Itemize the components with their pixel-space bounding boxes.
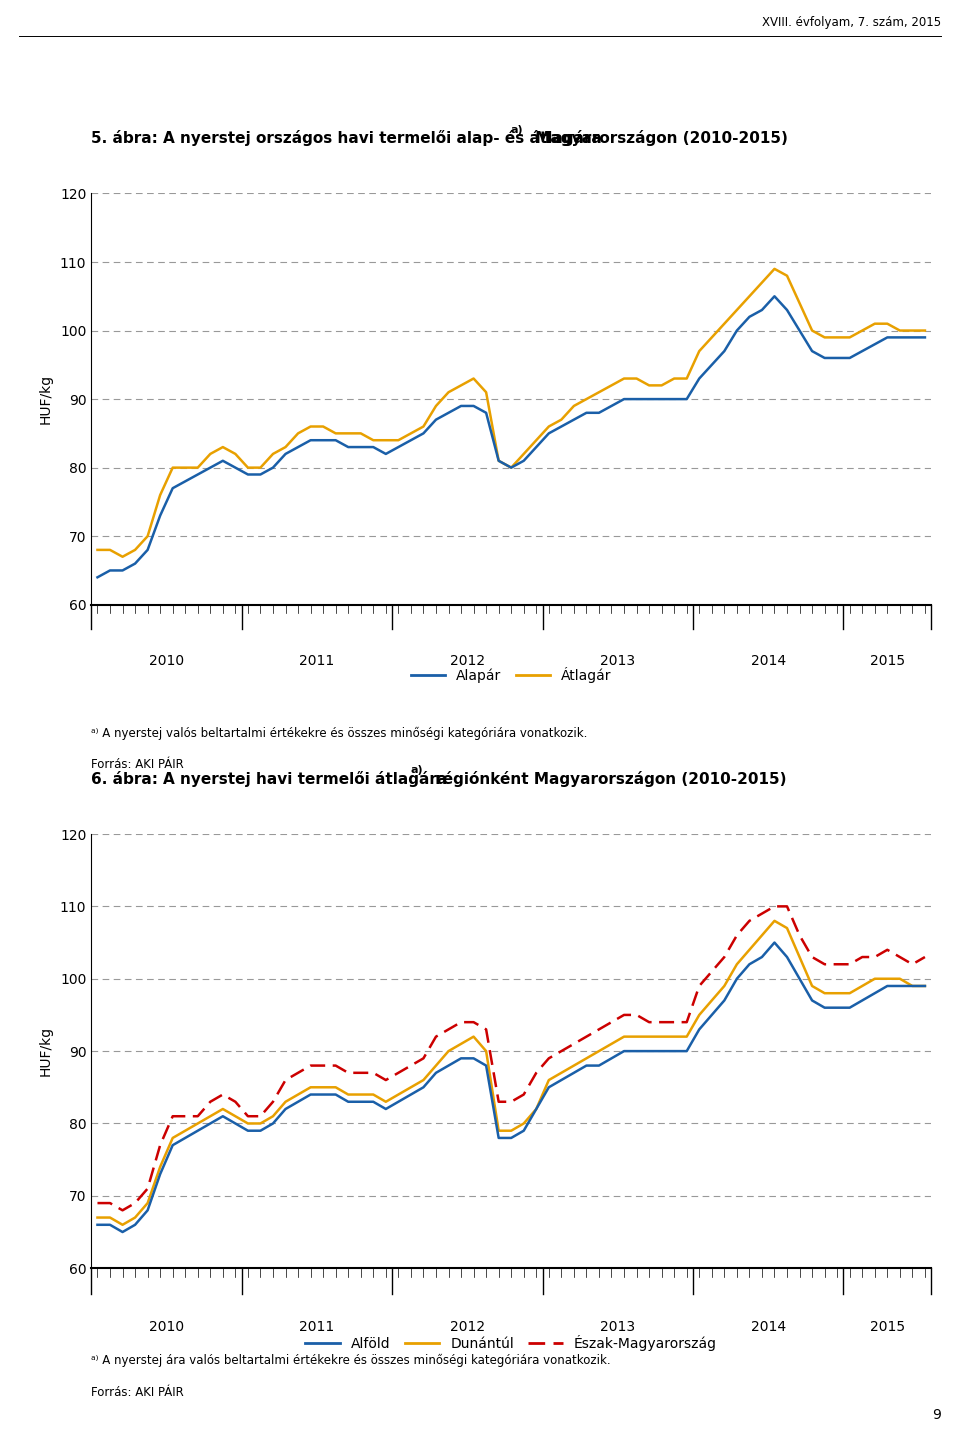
Text: 6. ábra:: 6. ábra: xyxy=(91,772,158,787)
Text: Forrás: AKI PÁIR: Forrás: AKI PÁIR xyxy=(91,1386,184,1399)
Text: 2011: 2011 xyxy=(300,653,334,668)
Text: 2013: 2013 xyxy=(600,653,636,668)
Text: Forrás: AKI PÁIR: Forrás: AKI PÁIR xyxy=(91,758,184,771)
Y-axis label: HUF/kg: HUF/kg xyxy=(39,1026,53,1076)
Text: 2010: 2010 xyxy=(149,1320,184,1334)
Text: 2011: 2011 xyxy=(300,1320,334,1334)
Text: A nyerstej havi termelői átlagára: A nyerstej havi termelői átlagára xyxy=(163,771,447,787)
Text: 9: 9 xyxy=(932,1407,941,1422)
Text: 2015: 2015 xyxy=(870,1320,905,1334)
Text: 2012: 2012 xyxy=(449,653,485,668)
Text: Magyarországon (2010-2015): Magyarországon (2010-2015) xyxy=(530,130,788,146)
Text: 2014: 2014 xyxy=(751,653,786,668)
Text: 5. ábra:: 5. ábra: xyxy=(91,132,158,146)
Text: 2010: 2010 xyxy=(149,653,184,668)
Text: ᵃ⁾ A nyerstej valós beltartalmi értékekre és összes minőségi kategóriára vonatko: ᵃ⁾ A nyerstej valós beltartalmi értékekr… xyxy=(91,727,588,739)
Text: a): a) xyxy=(511,125,523,135)
Legend: Alföld, Dunántúl, Észak-Magyarország: Alföld, Dunántúl, Észak-Magyarország xyxy=(300,1330,723,1357)
Text: 2015: 2015 xyxy=(870,653,905,668)
Text: 2012: 2012 xyxy=(449,1320,485,1334)
Text: a): a) xyxy=(411,765,423,775)
Text: 2014: 2014 xyxy=(751,1320,786,1334)
Y-axis label: HUF/kg: HUF/kg xyxy=(39,374,53,424)
Text: ᵃ⁾ A nyerstej ára valós beltartalmi értékekre és összes minőségi kategóriára von: ᵃ⁾ A nyerstej ára valós beltartalmi érté… xyxy=(91,1354,611,1367)
Text: A nyerstej országos havi termelői alap- és átlagára: A nyerstej országos havi termelői alap- … xyxy=(163,130,602,146)
Text: régiónként Magyarországon (2010-2015): régiónként Magyarországon (2010-2015) xyxy=(430,771,786,787)
Text: 2013: 2013 xyxy=(600,1320,636,1334)
Text: XVIII. évfolyam, 7. szám, 2015: XVIII. évfolyam, 7. szám, 2015 xyxy=(761,16,941,29)
Legend: Alapár, Átlagár: Alapár, Átlagár xyxy=(405,661,617,688)
